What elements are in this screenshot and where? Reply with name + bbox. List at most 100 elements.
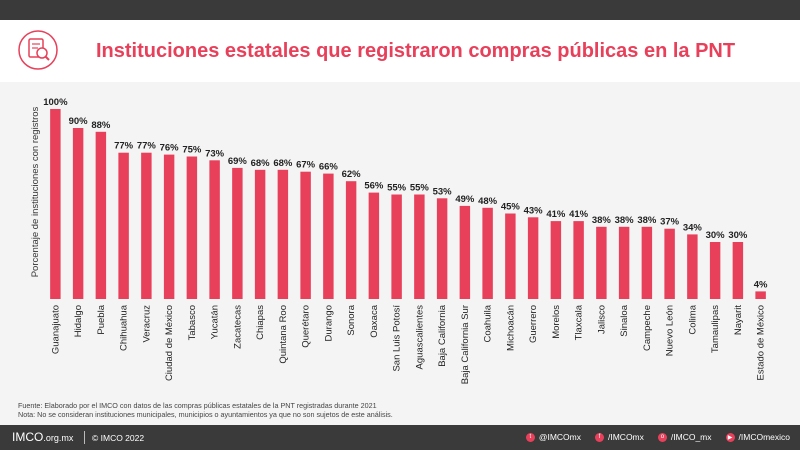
social-label-2: /IMCO_mx bbox=[670, 432, 712, 442]
x-tick-label-30: Nayarit bbox=[733, 305, 744, 335]
x-tick-label-12: Durango bbox=[323, 305, 334, 341]
bar-22 bbox=[550, 221, 562, 299]
x-tick-label-18: Baja California Sur bbox=[460, 305, 471, 384]
x-tick-label-11: Querétaro bbox=[301, 305, 312, 348]
data-label-16: 55% bbox=[410, 183, 430, 194]
data-label-24: 38% bbox=[592, 215, 612, 226]
social-label-3: /IMCOmexico bbox=[738, 432, 790, 442]
data-label-18: 49% bbox=[455, 194, 475, 205]
data-label-28: 34% bbox=[683, 222, 703, 233]
bar-16 bbox=[414, 194, 425, 299]
brand-logo[interactable]: IMCO.org.mx bbox=[12, 430, 73, 444]
bar-30 bbox=[732, 242, 744, 299]
top-bar bbox=[0, 0, 800, 20]
data-label-12: 66% bbox=[319, 162, 339, 173]
x-tick-label-22: Morelos bbox=[551, 305, 562, 339]
slide-header: Instituciones estatales que registraron … bbox=[0, 20, 800, 82]
data-label-19: 48% bbox=[478, 196, 498, 207]
x-tick-label-17: Baja California bbox=[437, 304, 448, 366]
x-tick-label-1: Hidalgo bbox=[73, 305, 84, 337]
x-tick-label-20: Michoacán bbox=[505, 305, 516, 351]
bars-group bbox=[50, 109, 766, 299]
bar-28 bbox=[687, 234, 698, 299]
x-tick-label-27: Nuevo León bbox=[665, 305, 676, 356]
y-axis-label: Porcentaje de instituciones con registro… bbox=[30, 106, 41, 277]
footer: IMCO.org.mx © IMCO 2022 t @IMCOmx f/IMCOmx… bbox=[0, 425, 800, 450]
x-tick-label-4: Veracruz bbox=[141, 305, 152, 343]
data-label-17: 53% bbox=[433, 186, 453, 197]
social-link-0[interactable]: t @IMCOmx bbox=[525, 432, 581, 442]
x-tick-label-13: Sonora bbox=[346, 304, 357, 335]
data-label-6: 75% bbox=[182, 145, 202, 156]
bar-23 bbox=[573, 221, 584, 299]
youtube-icon: ▶ bbox=[725, 432, 735, 442]
bar-13 bbox=[345, 181, 357, 299]
chart-notes: Fuente: Elaborado por el IMCO con datos … bbox=[18, 401, 393, 419]
bar-0 bbox=[50, 109, 61, 299]
x-tick-label-15: San Luis Potosí bbox=[392, 305, 403, 372]
data-label-10: 68% bbox=[273, 158, 293, 169]
bar-24 bbox=[596, 226, 607, 299]
bar-17 bbox=[436, 198, 448, 299]
social-link-1[interactable]: f/IMCOmx bbox=[595, 432, 644, 442]
bar-26 bbox=[641, 226, 653, 299]
data-label-3: 77% bbox=[114, 141, 134, 152]
data-label-0: 100% bbox=[43, 97, 68, 108]
bar-21 bbox=[527, 217, 539, 299]
data-label-7: 73% bbox=[205, 148, 225, 159]
x-tick-label-28: Colima bbox=[687, 304, 698, 334]
data-label-29: 30% bbox=[706, 230, 726, 241]
bar-4 bbox=[141, 152, 152, 299]
social-label-1: /IMCOmx bbox=[608, 432, 644, 442]
bar-9 bbox=[254, 169, 266, 299]
data-label-22: 41% bbox=[546, 209, 566, 220]
social-link-2[interactable]: o/IMCO_mx bbox=[657, 432, 712, 442]
footer-divider bbox=[84, 431, 85, 444]
x-tick-label-8: Zacatecas bbox=[232, 305, 243, 349]
data-label-21: 43% bbox=[524, 205, 544, 216]
x-tick-label-23: Tlaxcala bbox=[574, 304, 585, 340]
bar-5 bbox=[163, 154, 175, 299]
data-labels-group: 100%90% 88%77% 77% 76% 75% 73%69% 68% 68% 67% 66%… bbox=[43, 97, 768, 290]
data-label-15: 55% bbox=[387, 183, 407, 194]
data-label-31: 4% bbox=[754, 279, 768, 290]
x-tick-label-3: Chihuahua bbox=[119, 304, 130, 351]
bar-2 bbox=[95, 131, 107, 299]
data-label-11: 67% bbox=[296, 160, 316, 171]
x-tick-label-9: Chiapas bbox=[255, 305, 266, 340]
bar-18 bbox=[459, 205, 471, 299]
x-tick-label-7: Yucatán bbox=[210, 305, 221, 339]
bar-15 bbox=[391, 194, 402, 299]
x-tick-label-31: Estado de México bbox=[756, 305, 767, 381]
bar-31 bbox=[755, 291, 766, 299]
bar-25 bbox=[618, 226, 630, 299]
data-label-20: 45% bbox=[501, 202, 521, 213]
bar-11 bbox=[300, 171, 311, 299]
bar-8 bbox=[232, 167, 243, 299]
bar-14 bbox=[368, 192, 380, 299]
x-tick-label-16: Aguascalientes bbox=[414, 305, 425, 370]
x-tick-label-24: Jalisco bbox=[596, 305, 607, 334]
bar-10 bbox=[277, 169, 289, 299]
data-label-25: 38% bbox=[615, 215, 635, 226]
data-label-1: 90% bbox=[69, 116, 89, 127]
instagram-icon: o bbox=[657, 432, 667, 442]
data-label-8: 69% bbox=[228, 156, 248, 167]
x-tick-label-5: Ciudad de México bbox=[164, 305, 175, 381]
bar-3 bbox=[118, 152, 129, 299]
social-label-0: @IMCOmx bbox=[538, 432, 581, 442]
slide: Instituciones estatales que registraron … bbox=[0, 20, 800, 425]
social-link-3[interactable]: ▶/IMCOmexico bbox=[725, 432, 790, 442]
bar-29 bbox=[709, 242, 721, 299]
x-tick-label-26: Campeche bbox=[642, 305, 653, 351]
x-tick-label-0: Guanajuato bbox=[50, 305, 61, 354]
data-label-5: 76% bbox=[160, 143, 180, 154]
bar-19 bbox=[482, 207, 493, 299]
x-tick-label-10: Quintana Roo bbox=[278, 305, 289, 364]
bar-12 bbox=[323, 173, 334, 299]
bar-7 bbox=[209, 160, 220, 299]
x-tick-label-14: Oaxaca bbox=[369, 304, 380, 337]
twitter-icon: t bbox=[525, 432, 535, 442]
source-note: Fuente: Elaborado por el IMCO con datos … bbox=[18, 401, 377, 410]
x-tick-label-19: Coahuila bbox=[483, 304, 494, 342]
